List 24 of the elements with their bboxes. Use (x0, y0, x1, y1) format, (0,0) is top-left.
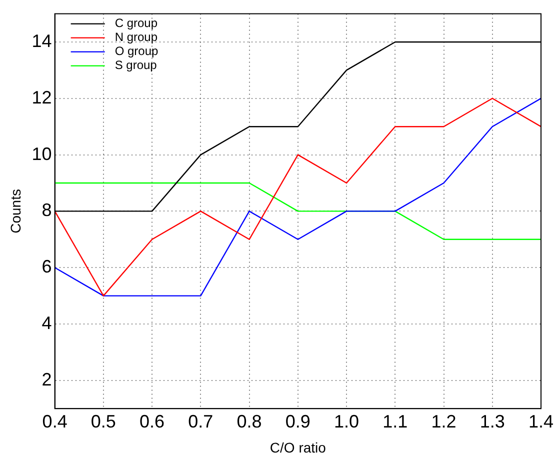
legend-label: S group (114, 58, 158, 72)
x-tick-label: 1.4 (528, 411, 554, 432)
legend-label: C group (114, 16, 158, 30)
x-tick-label: 0.6 (140, 411, 165, 432)
x-axis-title: C/O ratio (270, 439, 326, 456)
legend-label: N group (114, 30, 158, 44)
x-tick-label: 1.3 (480, 411, 505, 432)
x-tick-label: 1.2 (431, 411, 456, 432)
x-tick-label: 0.4 (42, 411, 68, 432)
x-tick-label: 0.7 (188, 411, 214, 432)
legend-label: O group (114, 44, 159, 58)
y-tick-label: 14 (32, 30, 52, 51)
x-tick-label: 0.8 (236, 411, 262, 432)
y-axis-title: Counts (7, 189, 24, 234)
y-tick-label: 12 (32, 87, 52, 108)
x-tick-label: 1.0 (334, 411, 360, 432)
x-tick-label: 0.9 (285, 411, 310, 432)
y-tick-label: 8 (42, 200, 52, 220)
y-tick-label: 10 (32, 144, 52, 164)
x-tick-label: 0.5 (90, 411, 116, 432)
y-tick-label: 2 (42, 369, 52, 390)
x-tick-label: 1.1 (382, 411, 408, 432)
y-tick-label: 6 (42, 256, 52, 277)
y-tick-label: 4 (42, 312, 52, 333)
